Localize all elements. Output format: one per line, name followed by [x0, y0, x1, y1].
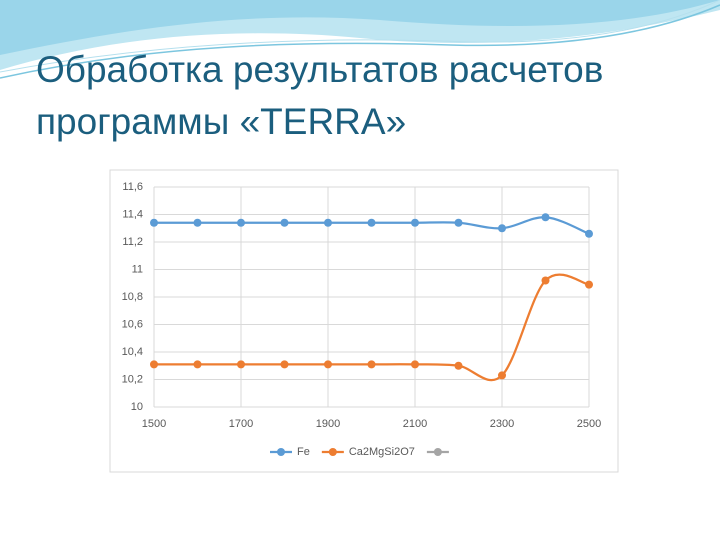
x-tick-label: 1500 [142, 418, 166, 430]
legend-marker [277, 448, 285, 456]
x-tick-label: 2100 [403, 418, 427, 430]
data-point [193, 360, 202, 369]
data-point [324, 218, 332, 227]
legend-label: Fe [297, 446, 310, 458]
wave [0, 0, 720, 55]
y-tick-label: 11,2 [122, 236, 143, 248]
legend-marker [328, 448, 337, 456]
data-point [150, 360, 158, 369]
slide-title: Обработка результатов расчетов программы… [36, 49, 604, 142]
data-point [367, 360, 376, 369]
legend-label: Ca2MgSi2O7 [349, 446, 415, 458]
y-tick-label: 11,4 [122, 208, 143, 220]
data-point [541, 213, 550, 222]
data-point [585, 229, 593, 238]
x-tick-label: 2300 [490, 418, 514, 430]
data-point [411, 360, 419, 369]
decoration [0, 0, 720, 79]
data-point [150, 218, 158, 227]
data-point [498, 371, 506, 380]
y-tick-label: 10,8 [122, 291, 143, 303]
x-tick-label: 2500 [577, 418, 601, 430]
data-point [411, 218, 419, 227]
wave-line [0, 0, 720, 73]
y-tick-label: 10,2 [122, 373, 143, 385]
chart-frame [109, 169, 619, 473]
data-point [280, 218, 289, 227]
data-point [324, 360, 332, 369]
data-point [454, 218, 463, 227]
y-tick-label: 10,6 [122, 318, 143, 330]
data-point [237, 360, 245, 369]
data-point [367, 218, 376, 227]
data-point [498, 224, 506, 233]
data-point [193, 218, 202, 227]
y-tick-label: 10,4 [122, 346, 143, 358]
legend-marker [433, 448, 442, 456]
y-tick-label: 11 [132, 263, 143, 275]
data-point [585, 280, 593, 289]
data-point [541, 276, 550, 285]
x-tick-label: 1900 [316, 418, 340, 430]
y-tick-label: 10 [131, 401, 143, 413]
y-tick-label: 11,6 [122, 181, 143, 193]
x-tick-label: 1700 [229, 418, 253, 430]
data-point [280, 360, 289, 369]
data-point [454, 361, 463, 370]
data-point [237, 218, 245, 227]
wave-line [0, 4, 720, 79]
